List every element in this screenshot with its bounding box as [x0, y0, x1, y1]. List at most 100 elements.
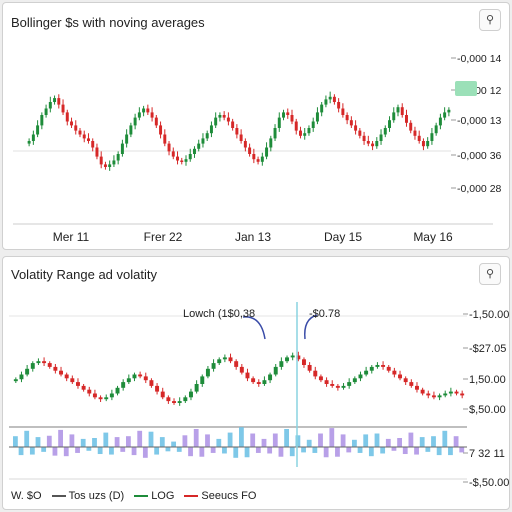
candle-body [197, 143, 201, 149]
candle-body [269, 138, 273, 148]
candle-body [396, 107, 400, 113]
candle-body [383, 128, 387, 135]
candle-body [214, 117, 218, 126]
volume-bar [255, 447, 261, 453]
candle-body [86, 138, 90, 141]
candle-body [82, 134, 86, 139]
volume-bar [408, 432, 414, 447]
volume-bar [165, 447, 171, 452]
candle-body [273, 128, 277, 139]
candle-body [443, 112, 447, 118]
volume-bar [402, 447, 408, 455]
volume-bar [284, 429, 290, 447]
candle-body [460, 393, 465, 396]
volume-bar [18, 447, 24, 456]
candle-body [282, 112, 286, 118]
candle-body [386, 366, 391, 371]
volume-bar [295, 435, 301, 447]
x-tick-label: Jan 13 [235, 230, 271, 244]
candle-body [48, 102, 52, 109]
candle-body [307, 128, 311, 134]
candle-body [324, 380, 329, 384]
volume-bar [312, 447, 318, 453]
candle-body [70, 378, 75, 383]
volume-bar [103, 432, 109, 447]
volume-bar [199, 447, 205, 457]
volume-bar [126, 436, 131, 447]
current-value-badge [455, 81, 477, 96]
candle-body [298, 130, 302, 136]
candle-body [320, 104, 324, 113]
candle-body [201, 138, 205, 144]
volume-bar [453, 436, 459, 447]
volume-bar [425, 447, 431, 452]
candle-body [91, 141, 95, 148]
volume-bar [329, 428, 335, 447]
candle-body [192, 148, 196, 154]
candle-body [375, 365, 380, 367]
candle-body [438, 117, 442, 126]
candle-body [290, 115, 294, 122]
volume-bar [176, 447, 182, 452]
candle-body [92, 393, 97, 398]
volume-bar [391, 447, 397, 451]
candle-body [217, 359, 222, 364]
search-icon[interactable]: ⚲ [479, 263, 501, 285]
volume-bar [357, 447, 363, 453]
candle-body [47, 363, 52, 367]
volume-bar [52, 447, 58, 456]
volume-bar [188, 447, 193, 457]
volume-bar [69, 434, 75, 447]
candle-body [70, 121, 74, 126]
volume-bar [120, 447, 126, 452]
candle-body [262, 380, 267, 384]
candle-body [443, 393, 448, 396]
volume-bar [114, 437, 120, 447]
legend-item: Seeucs FO [184, 490, 256, 502]
volume-bar [58, 429, 64, 447]
candle-body [328, 96, 332, 100]
x-tick-label: May 16 [413, 230, 453, 244]
candle-body [36, 125, 40, 135]
candle-body [358, 374, 363, 379]
annotation-label: -$0.78 [309, 308, 340, 320]
candle-body [13, 379, 18, 382]
candle-body [354, 125, 358, 131]
candle-body [143, 376, 148, 381]
candle-body [273, 366, 278, 375]
volume-bar [414, 447, 419, 455]
candle-body [57, 98, 61, 105]
chart-title: Volatity Range ad volatity [11, 267, 157, 282]
candle-body [303, 133, 307, 136]
volume-bar [301, 447, 306, 453]
volume-bar [210, 447, 216, 453]
volume-bar [109, 447, 114, 455]
candle-body [200, 376, 205, 384]
candle-body [252, 154, 256, 160]
candle-body [194, 384, 199, 392]
volume-bar [159, 437, 165, 447]
candle-body [129, 125, 133, 135]
volume-bar [431, 436, 436, 447]
candle-body [30, 363, 35, 369]
annotation-arc [242, 316, 266, 340]
volume-bar [97, 447, 103, 455]
candle-body [335, 385, 340, 388]
candle-body [313, 370, 318, 377]
volume-bar [216, 438, 222, 447]
candle-body [125, 134, 129, 144]
candle-body [42, 361, 47, 364]
chart-panel-bottom: Volatity Range ad volatity ⚲ Lowch (1$0,… [2, 256, 510, 510]
search-icon[interactable]: ⚲ [479, 9, 501, 31]
volume-bar [92, 438, 97, 447]
candle-body [205, 133, 209, 139]
y-tick-label: $,50.00 [469, 404, 506, 416]
volume-bar [75, 447, 80, 453]
chart-panel-top: Bollinger $s with noving averages ⚲ -0,0… [2, 2, 510, 250]
candle-body [426, 141, 430, 147]
candle-body [44, 108, 48, 115]
volume-bar [250, 433, 256, 447]
volume-bar [335, 447, 340, 457]
legend-item: Tos uzs (D) [51, 490, 124, 502]
candle-body [307, 365, 312, 371]
